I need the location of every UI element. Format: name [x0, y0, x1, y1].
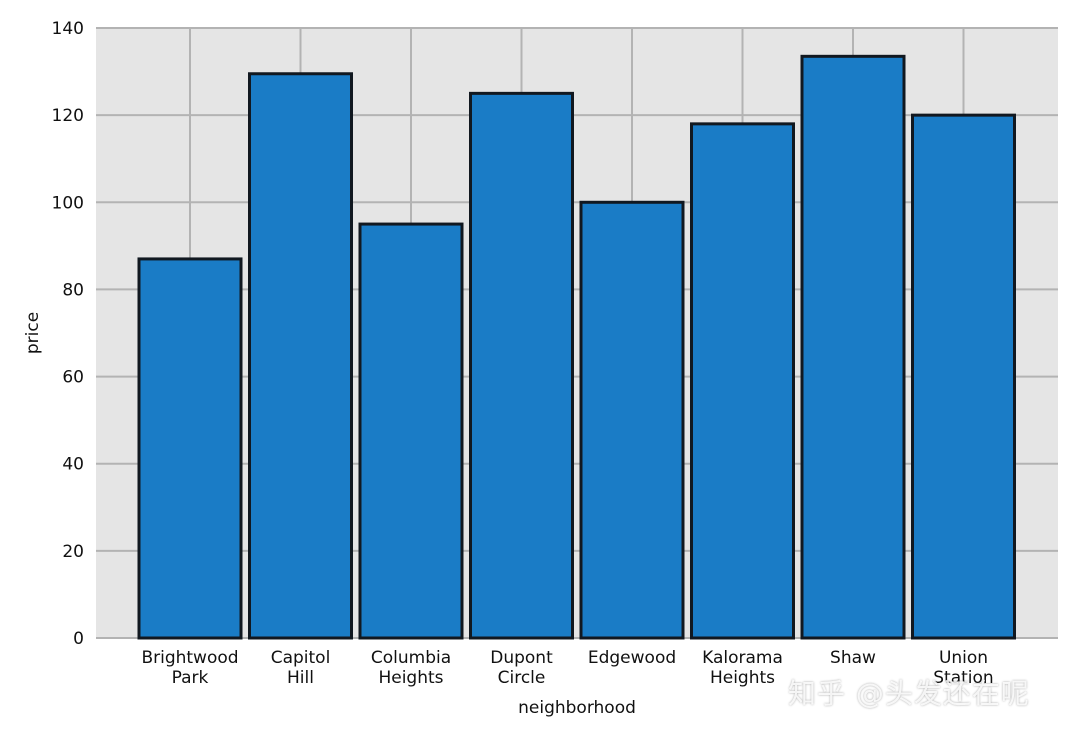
- x-tick-label-2: Columbia Heights: [371, 648, 451, 688]
- y-tick-label-0: 0: [73, 629, 84, 649]
- bar-0: [137, 257, 243, 640]
- x-tick-label-3: Dupont Circle: [490, 648, 553, 688]
- bars: [137, 54, 1016, 640]
- y-tick-label-3: 60: [62, 368, 84, 388]
- x-axis-ticks: Brightwood Park Capitol Hill Columbia Heights…: [141, 648, 993, 688]
- x-tick-label-4: Edgewood: [588, 648, 676, 668]
- x-tick-label-1: Capitol Hill: [271, 648, 331, 688]
- y-tick-label-7: 140: [52, 19, 84, 39]
- bar-7: [911, 113, 1016, 640]
- y-axis-label: price: [23, 312, 43, 354]
- y-tick-label-4: 80: [62, 280, 84, 300]
- bar-6: [800, 54, 906, 640]
- x-tick-label-7: Union Station: [933, 648, 993, 688]
- x-axis-label: neighborhood: [518, 698, 636, 718]
- watermark: 知乎 @头发还在呢: [788, 677, 1030, 710]
- y-tick-label-1: 20: [62, 542, 84, 562]
- y-tick-label-2: 40: [62, 455, 84, 475]
- bar-2: [358, 222, 464, 640]
- x-tick-label-5: Kalorama Heights: [702, 648, 783, 688]
- y-tick-label-6: 120: [52, 106, 84, 126]
- bar-3: [469, 91, 574, 640]
- x-tick-label-6: Shaw: [830, 648, 876, 668]
- x-tick-label-0: Brightwood Park: [141, 648, 238, 688]
- bar-1: [248, 72, 353, 640]
- bar-4: [579, 200, 685, 640]
- y-axis-ticks: 0 20 40 60 80 100 120 140: [52, 19, 84, 649]
- y-tick-label-5: 100: [52, 193, 84, 213]
- bar-5: [690, 122, 795, 640]
